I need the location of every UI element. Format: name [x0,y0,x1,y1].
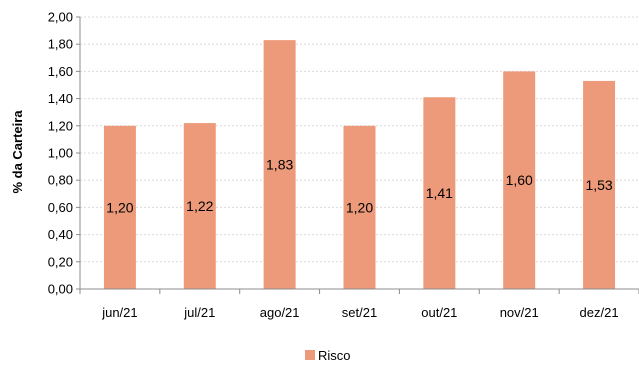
data-label: 1,22 [186,198,213,214]
legend: Risco [305,348,351,363]
bar [503,71,536,290]
x-tick-label: jul/21 [183,305,215,320]
x-tick-label: nov/21 [500,305,539,320]
y-tick-label: 0,20 [48,254,73,269]
bar [103,125,136,289]
y-tick-label: 1,00 [48,146,73,161]
data-label: 1,60 [506,172,533,188]
bar [343,125,376,289]
x-tick-label: jun/21 [101,305,137,320]
x-tick-label: ago/21 [260,305,300,320]
y-tick-label: 1,80 [48,37,73,52]
data-labels: 1,20 1,22 1,83 1,20 1,41 1,60 1,53 [106,157,613,216]
data-label: 1,41 [426,185,453,201]
data-label: 1,83 [266,157,293,173]
x-tick-label: dez/21 [580,305,619,320]
x-axis-ticks: jun/21 jul/21 ago/21 set/21 out/21 nov/21 dez/… [79,289,639,320]
y-tick-label: 0,00 [48,282,73,297]
y-tick-label: 0,40 [48,227,73,242]
bars [103,40,616,290]
bar [183,123,216,289]
legend-label-risco: Risco [318,348,351,363]
data-label: 1,20 [106,199,133,215]
bar [423,97,456,290]
x-tick-label: out/21 [421,305,457,320]
y-axis-title: % da Carteira [10,110,25,194]
y-tick-label: 1,40 [48,91,73,106]
data-label: 1,53 [585,177,612,193]
grid-lines [80,16,639,263]
y-tick-label: 1,60 [48,64,73,79]
y-tick-label: 0,60 [48,200,73,215]
legend-swatch-risco [305,350,315,360]
data-label: 1,20 [346,199,373,215]
bar [583,80,616,289]
x-tick-label: set/21 [342,305,377,320]
y-axis-ticks: 0,00 0,20 0,40 0,60 0,80 1,00 1,20 1,40 1,60 1,80… [48,10,80,297]
y-tick-label: 0,80 [48,173,73,188]
y-tick-label: 1,20 [48,118,73,133]
y-tick-label: 2,00 [48,10,73,25]
bar [263,40,296,290]
